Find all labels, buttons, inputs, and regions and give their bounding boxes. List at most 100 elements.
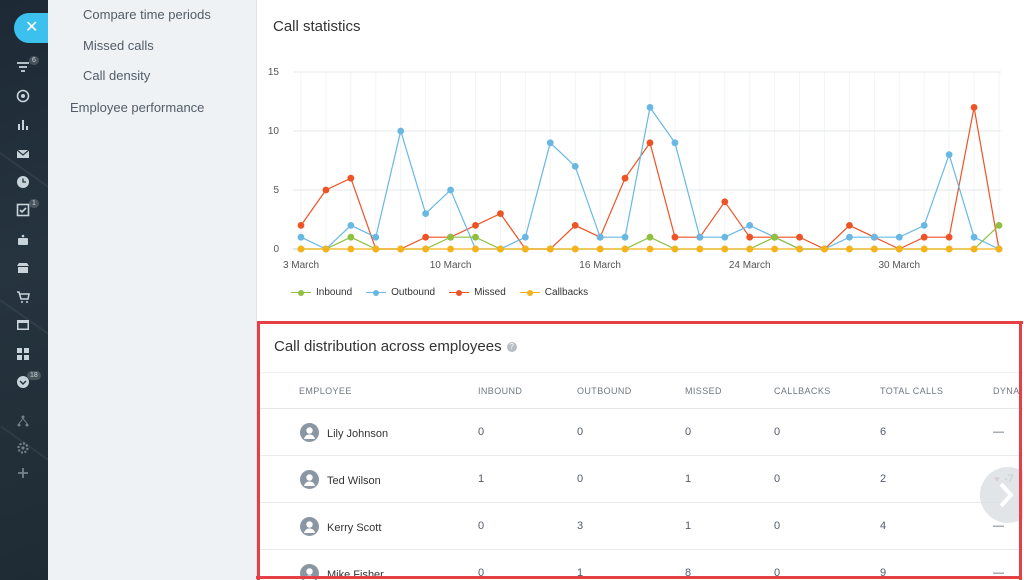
col-header-callbacks[interactable]: CALLBACKS xyxy=(774,386,831,396)
col-header-missed[interactable]: MISSED xyxy=(685,386,722,396)
distribution-title: Call distribution across employees ? xyxy=(274,338,517,355)
close-menu-button[interactable]: ✕ xyxy=(14,13,48,43)
y-tick-label: 0 xyxy=(273,244,279,255)
x-tick-label: 10 March xyxy=(430,260,472,271)
legend-item-outbound[interactable]: Outbound xyxy=(366,287,435,298)
data-point-outbound xyxy=(721,233,729,241)
col-header-outbound[interactable]: OUTBOUND xyxy=(577,386,632,396)
cell-outbound: 0 xyxy=(577,473,584,485)
data-point-callbacks xyxy=(721,245,729,253)
legend-swatch-callbacks xyxy=(519,288,540,298)
y-tick-label: 5 xyxy=(273,185,279,196)
data-point-missed xyxy=(846,222,853,229)
checkbox-badge: 1 xyxy=(29,199,39,208)
data-point-callbacks xyxy=(397,245,405,253)
x-tick-label: 16 March xyxy=(579,260,621,271)
data-point-outbound xyxy=(422,210,430,218)
grid-icon[interactable] xyxy=(15,346,31,362)
data-point-missed xyxy=(297,222,305,229)
cell-callbacks: 0 xyxy=(774,567,781,579)
sitemap-icon[interactable] xyxy=(15,413,31,429)
cell-total-calls: 2 xyxy=(880,473,887,485)
clock-icon[interactable] xyxy=(15,174,31,190)
checkbox-icon[interactable] xyxy=(15,202,31,218)
gear-icon[interactable] xyxy=(15,440,31,456)
data-point-outbound xyxy=(347,222,355,229)
data-point-callbacks xyxy=(521,245,529,253)
employee-name[interactable]: Kerry Scott xyxy=(327,522,382,534)
data-point-inbound xyxy=(995,222,1003,229)
data-point-callbacks xyxy=(322,245,330,253)
shop-icon[interactable] xyxy=(15,260,31,276)
legend-item-missed[interactable]: Missed xyxy=(449,287,506,298)
filter-icon[interactable] xyxy=(15,59,31,75)
data-point-outbound xyxy=(596,233,604,241)
col-header-inbound[interactable]: INBOUND xyxy=(478,386,523,396)
legend-swatch-missed xyxy=(449,288,470,298)
browser-icon[interactable] xyxy=(15,317,31,333)
data-point-missed xyxy=(721,198,729,206)
data-point-outbound xyxy=(895,233,903,241)
data-point-outbound xyxy=(372,233,380,241)
employee-name[interactable]: Lily Johnson xyxy=(327,428,389,440)
left-icon-rail: ✕ 6 1 xyxy=(0,0,48,580)
data-point-outbound xyxy=(546,139,554,147)
cell-callbacks: 0 xyxy=(774,426,781,438)
target-icon[interactable] xyxy=(15,88,31,104)
cell-missed: 8 xyxy=(685,567,692,579)
col-header-employee[interactable]: EMPLOYEE xyxy=(299,386,352,396)
data-point-callbacks xyxy=(297,245,305,253)
filter-badge: 6 xyxy=(29,56,39,65)
plus-icon[interactable] xyxy=(15,465,31,481)
cell-outbound: 1 xyxy=(577,567,584,579)
data-point-inbound xyxy=(771,233,779,241)
data-point-outbound xyxy=(646,104,654,111)
data-point-outbound xyxy=(920,222,928,229)
data-point-callbacks xyxy=(895,245,903,253)
data-point-missed xyxy=(945,233,953,241)
table-row[interactable]: Kerry Scott 0 3 1 0 4 — xyxy=(260,503,1023,550)
distribution-title-text: Call distribution across employees xyxy=(274,338,502,355)
data-point-missed xyxy=(472,222,479,229)
cart-icon[interactable] xyxy=(15,289,31,305)
y-tick-label: 15 xyxy=(268,67,280,78)
data-point-callbacks xyxy=(347,245,355,253)
cell-inbound: 1 xyxy=(478,473,485,485)
employee-name[interactable]: Ted Wilson xyxy=(327,475,381,487)
main-content: Call statistics 0 5 10 15 3 March 10 March 16 … xyxy=(256,0,1024,580)
bar-chart-icon[interactable] xyxy=(15,117,31,133)
cell-dynamics: — xyxy=(993,426,1004,438)
legend-item-callbacks[interactable]: Callbacks xyxy=(519,287,588,298)
table-row[interactable]: Ted Wilson 1 0 1 0 2 ▼ -7 xyxy=(260,456,1023,503)
submenu-item-call-density[interactable]: Call density xyxy=(83,68,151,83)
chevron-right-icon xyxy=(999,482,1014,508)
download-icon[interactable] xyxy=(15,374,31,390)
cell-dynamics: — xyxy=(993,520,1004,532)
col-header-dynamics[interactable]: DYNA xyxy=(993,386,1020,396)
mail-icon[interactable] xyxy=(15,146,31,162)
cell-callbacks: 0 xyxy=(774,473,781,485)
table-row[interactable]: Lily Johnson 0 0 0 0 6 — xyxy=(260,409,1023,456)
scroll-right-button[interactable] xyxy=(980,467,1023,523)
data-point-callbacks xyxy=(846,245,853,253)
legend-label-missed: Missed xyxy=(474,287,506,298)
legend-item-inbound[interactable]: Inbound xyxy=(291,287,352,298)
data-point-outbound xyxy=(870,233,878,241)
submenu-item-employee-performance[interactable]: Employee performance xyxy=(70,100,205,115)
legend-swatch-outbound xyxy=(366,288,387,298)
reports-submenu: Compare time periods Missed calls Call d… xyxy=(48,0,256,580)
x-tick-label: 30 March xyxy=(878,260,920,271)
cell-missed: 1 xyxy=(685,473,692,485)
employee-name[interactable]: Mike Fisher xyxy=(327,569,384,580)
col-header-total-calls[interactable]: TOTAL CALLS xyxy=(880,386,944,396)
help-icon[interactable]: ? xyxy=(506,341,517,352)
data-point-callbacks xyxy=(821,245,828,253)
submenu-item-compare-time-periods[interactable]: Compare time periods xyxy=(83,7,211,22)
data-point-outbound xyxy=(846,233,853,241)
data-point-missed xyxy=(347,174,355,182)
data-point-callbacks xyxy=(497,245,504,253)
robot-icon[interactable] xyxy=(15,232,31,248)
submenu-item-missed-calls[interactable]: Missed calls xyxy=(83,38,154,53)
cell-inbound: 0 xyxy=(478,567,485,579)
